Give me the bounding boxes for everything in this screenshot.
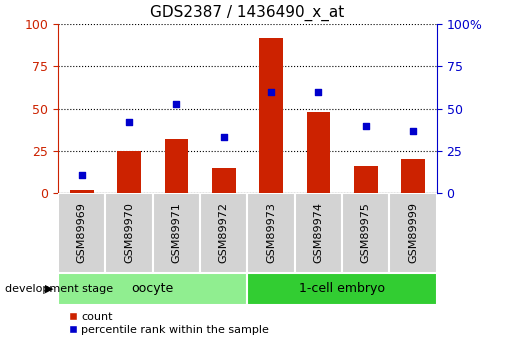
Bar: [70, 190, 93, 193]
Text: development stage: development stage: [5, 284, 113, 294]
Bar: [401, 159, 425, 193]
Point: [220, 135, 228, 140]
Bar: [153, 193, 200, 273]
Point: [125, 119, 133, 125]
Text: GSM89972: GSM89972: [219, 203, 229, 263]
Bar: [342, 193, 389, 273]
Bar: [259, 38, 283, 193]
Legend: count, percentile rank within the sample: count, percentile rank within the sample: [64, 307, 274, 339]
Point: [78, 172, 86, 177]
Bar: [200, 193, 247, 273]
Bar: [354, 166, 378, 193]
Point: [362, 123, 370, 128]
Text: GSM89973: GSM89973: [266, 203, 276, 263]
Title: GDS2387 / 1436490_x_at: GDS2387 / 1436490_x_at: [150, 5, 344, 21]
Text: ▶: ▶: [44, 284, 53, 294]
Text: GSM89969: GSM89969: [77, 203, 87, 263]
Bar: [307, 112, 330, 193]
Bar: [295, 193, 342, 273]
Point: [267, 89, 275, 95]
Bar: [117, 151, 141, 193]
Text: 1-cell embryo: 1-cell embryo: [299, 283, 385, 295]
Text: GSM89974: GSM89974: [314, 203, 324, 263]
Bar: [247, 273, 437, 305]
Text: GSM89970: GSM89970: [124, 203, 134, 263]
Bar: [389, 193, 437, 273]
Bar: [58, 273, 247, 305]
Text: oocyte: oocyte: [132, 283, 174, 295]
Bar: [165, 139, 188, 193]
Bar: [106, 193, 153, 273]
Bar: [212, 168, 236, 193]
Bar: [247, 193, 295, 273]
Text: GSM89999: GSM89999: [408, 203, 418, 263]
Bar: [58, 193, 106, 273]
Text: GSM89975: GSM89975: [361, 203, 371, 263]
Point: [315, 89, 323, 95]
Text: GSM89971: GSM89971: [171, 203, 181, 263]
Point: [409, 128, 417, 134]
Point: [172, 101, 180, 106]
